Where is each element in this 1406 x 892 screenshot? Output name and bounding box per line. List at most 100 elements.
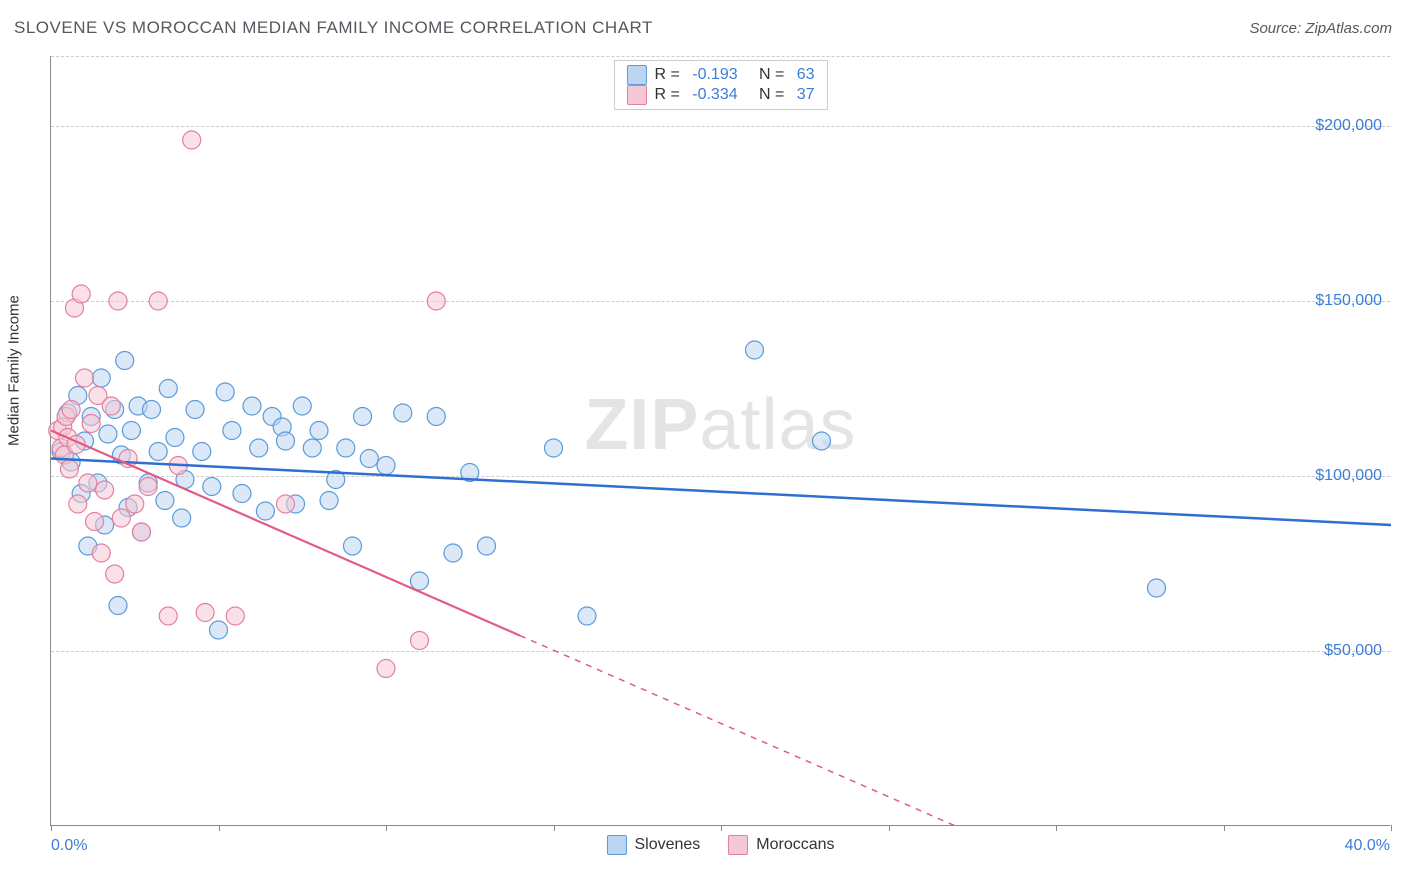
legend-n-value: 37 (797, 86, 815, 104)
data-point (72, 285, 90, 303)
data-point (96, 481, 114, 499)
legend-row: R = -0.193 N = 63 (626, 65, 814, 85)
x-tick (554, 825, 555, 831)
data-point (226, 607, 244, 625)
data-point (303, 439, 321, 457)
data-point (132, 523, 150, 541)
data-point (216, 383, 234, 401)
data-point (112, 509, 130, 527)
legend-n-label: N = (746, 66, 789, 84)
legend-correlation: R = -0.193 N = 63R = -0.334 N = 37 (613, 60, 827, 110)
data-point (203, 478, 221, 496)
data-point (159, 607, 177, 625)
legend-item: Moroccans (728, 835, 834, 855)
data-point (250, 439, 268, 457)
x-axis-max-label: 40.0% (1345, 837, 1390, 855)
legend-n-label: N = (746, 86, 789, 104)
data-point (106, 565, 124, 583)
data-point (427, 292, 445, 310)
data-point (186, 401, 204, 419)
legend-swatch (626, 85, 646, 105)
data-point (126, 495, 144, 513)
data-point (109, 597, 127, 615)
x-tick (219, 825, 220, 831)
data-point (69, 495, 87, 513)
data-point (149, 443, 167, 461)
legend-series: Slovenes Moroccans (606, 835, 834, 855)
x-tick (1391, 825, 1392, 831)
x-tick (889, 825, 890, 831)
data-point (813, 432, 831, 450)
data-point (256, 502, 274, 520)
data-point (243, 397, 261, 415)
data-point (411, 632, 429, 650)
data-point (92, 544, 110, 562)
trend-line (51, 459, 1391, 526)
x-axis-min-label: 0.0% (51, 837, 87, 855)
data-point (1148, 579, 1166, 597)
x-tick (1224, 825, 1225, 831)
data-point (116, 352, 134, 370)
data-point (277, 432, 295, 450)
data-point (394, 404, 412, 422)
data-point (173, 509, 191, 527)
data-point (354, 408, 372, 426)
data-point (60, 460, 78, 478)
data-point (377, 457, 395, 475)
data-point (156, 492, 174, 510)
data-point (293, 397, 311, 415)
data-point (79, 474, 97, 492)
data-point (320, 492, 338, 510)
data-point (62, 401, 80, 419)
x-tick (1056, 825, 1057, 831)
data-point (143, 401, 161, 419)
legend-item: Slovenes (606, 835, 700, 855)
legend-swatch (728, 835, 748, 855)
source-label: Source: ZipAtlas.com (1249, 20, 1392, 37)
data-point (344, 537, 362, 555)
data-point (427, 408, 445, 426)
legend-n-value: 63 (797, 66, 815, 84)
scatter-plot: ZIPatlas $50,000$100,000$150,000$200,000… (50, 56, 1390, 826)
data-point (578, 607, 596, 625)
legend-row: R = -0.334 N = 37 (626, 85, 814, 105)
legend-swatch (606, 835, 626, 855)
data-point (122, 422, 140, 440)
data-point (159, 380, 177, 398)
data-point (223, 422, 241, 440)
x-tick (386, 825, 387, 831)
data-point (478, 537, 496, 555)
data-point (149, 292, 167, 310)
data-point (233, 485, 251, 503)
legend-r-label: R = (654, 66, 684, 84)
legend-swatch (626, 65, 646, 85)
chart-title: SLOVENE VS MOROCCAN MEDIAN FAMILY INCOME… (14, 18, 653, 38)
legend-r-value: -0.193 (692, 66, 737, 84)
legend-r-value: -0.334 (692, 86, 737, 104)
data-point (746, 341, 764, 359)
legend-series-label: Moroccans (756, 836, 834, 854)
legend-r-label: R = (654, 86, 684, 104)
data-point (411, 572, 429, 590)
data-point (166, 429, 184, 447)
data-point (139, 478, 157, 496)
legend-series-label: Slovenes (634, 836, 700, 854)
data-point (545, 439, 563, 457)
data-point (210, 621, 228, 639)
data-point (337, 439, 355, 457)
data-point (444, 544, 462, 562)
data-point (193, 443, 211, 461)
data-point (99, 425, 117, 443)
data-point (86, 513, 104, 531)
data-point (377, 660, 395, 678)
x-tick (721, 825, 722, 831)
data-point (310, 422, 328, 440)
data-point (196, 604, 214, 622)
data-point (92, 369, 110, 387)
data-point (109, 292, 127, 310)
data-point (82, 415, 100, 433)
y-axis-title: Median Family Income (6, 295, 23, 446)
data-point (360, 450, 378, 468)
data-point (277, 495, 295, 513)
data-point (76, 369, 94, 387)
